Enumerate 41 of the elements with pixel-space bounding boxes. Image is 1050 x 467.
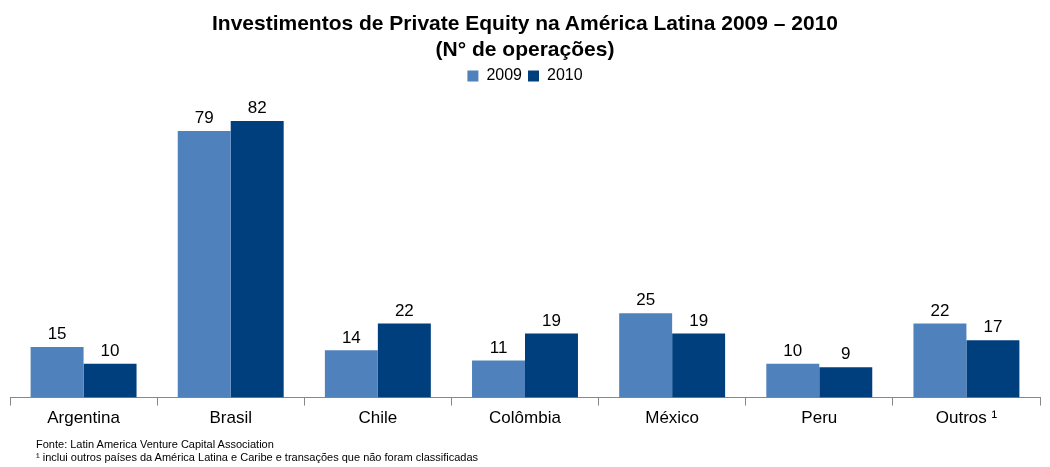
data-label: 11 xyxy=(489,337,508,357)
x-tick-label: México xyxy=(645,408,700,428)
legend-label: 2009 xyxy=(486,66,523,84)
x-tick-label: Peru xyxy=(801,408,838,428)
bar xyxy=(913,323,967,398)
bar xyxy=(30,347,84,398)
data-label: 25 xyxy=(636,290,656,310)
x-tick-label: Chile xyxy=(358,408,398,428)
data-label: 19 xyxy=(542,310,561,330)
data-label: 19 xyxy=(689,310,709,330)
data-label: 10 xyxy=(100,341,120,361)
bar xyxy=(177,131,231,398)
x-tick-label: Argentina xyxy=(47,408,121,428)
data-label: 17 xyxy=(983,317,1003,337)
bar xyxy=(324,350,378,398)
x-tick-label: Colômbia xyxy=(489,408,562,428)
chart-title: Investimentos de Private Equity na América Latina 2009 – 2010 xyxy=(211,10,839,36)
bar xyxy=(819,367,873,398)
bar xyxy=(766,363,820,398)
bar xyxy=(377,323,431,398)
legend-label: 2010 xyxy=(547,66,583,84)
data-label: 22 xyxy=(394,300,414,320)
data-label: 82 xyxy=(247,98,267,118)
data-label: 9 xyxy=(841,344,851,364)
bar xyxy=(966,340,1020,398)
x-tick-label: Outros ¹ xyxy=(935,408,998,428)
bar xyxy=(672,333,726,398)
data-label: 15 xyxy=(47,324,67,344)
chart-subtitle: (N° de operações) xyxy=(434,36,616,62)
bar xyxy=(83,363,137,398)
data-label: 14 xyxy=(341,327,361,347)
bar xyxy=(472,360,525,398)
data-label: 79 xyxy=(194,108,214,128)
data-label: 22 xyxy=(930,300,950,320)
bar xyxy=(525,333,578,398)
text: ¹ inclui outros países da América Latina e Caribe e transações que não foram classificadas xyxy=(36,451,479,464)
data-label: 10 xyxy=(783,341,803,361)
x-tick-label: Brasil xyxy=(209,408,252,428)
bar xyxy=(619,313,673,398)
source-note: Fonte: Latin America Venture Capital Association xyxy=(36,438,275,451)
bar xyxy=(230,120,284,398)
